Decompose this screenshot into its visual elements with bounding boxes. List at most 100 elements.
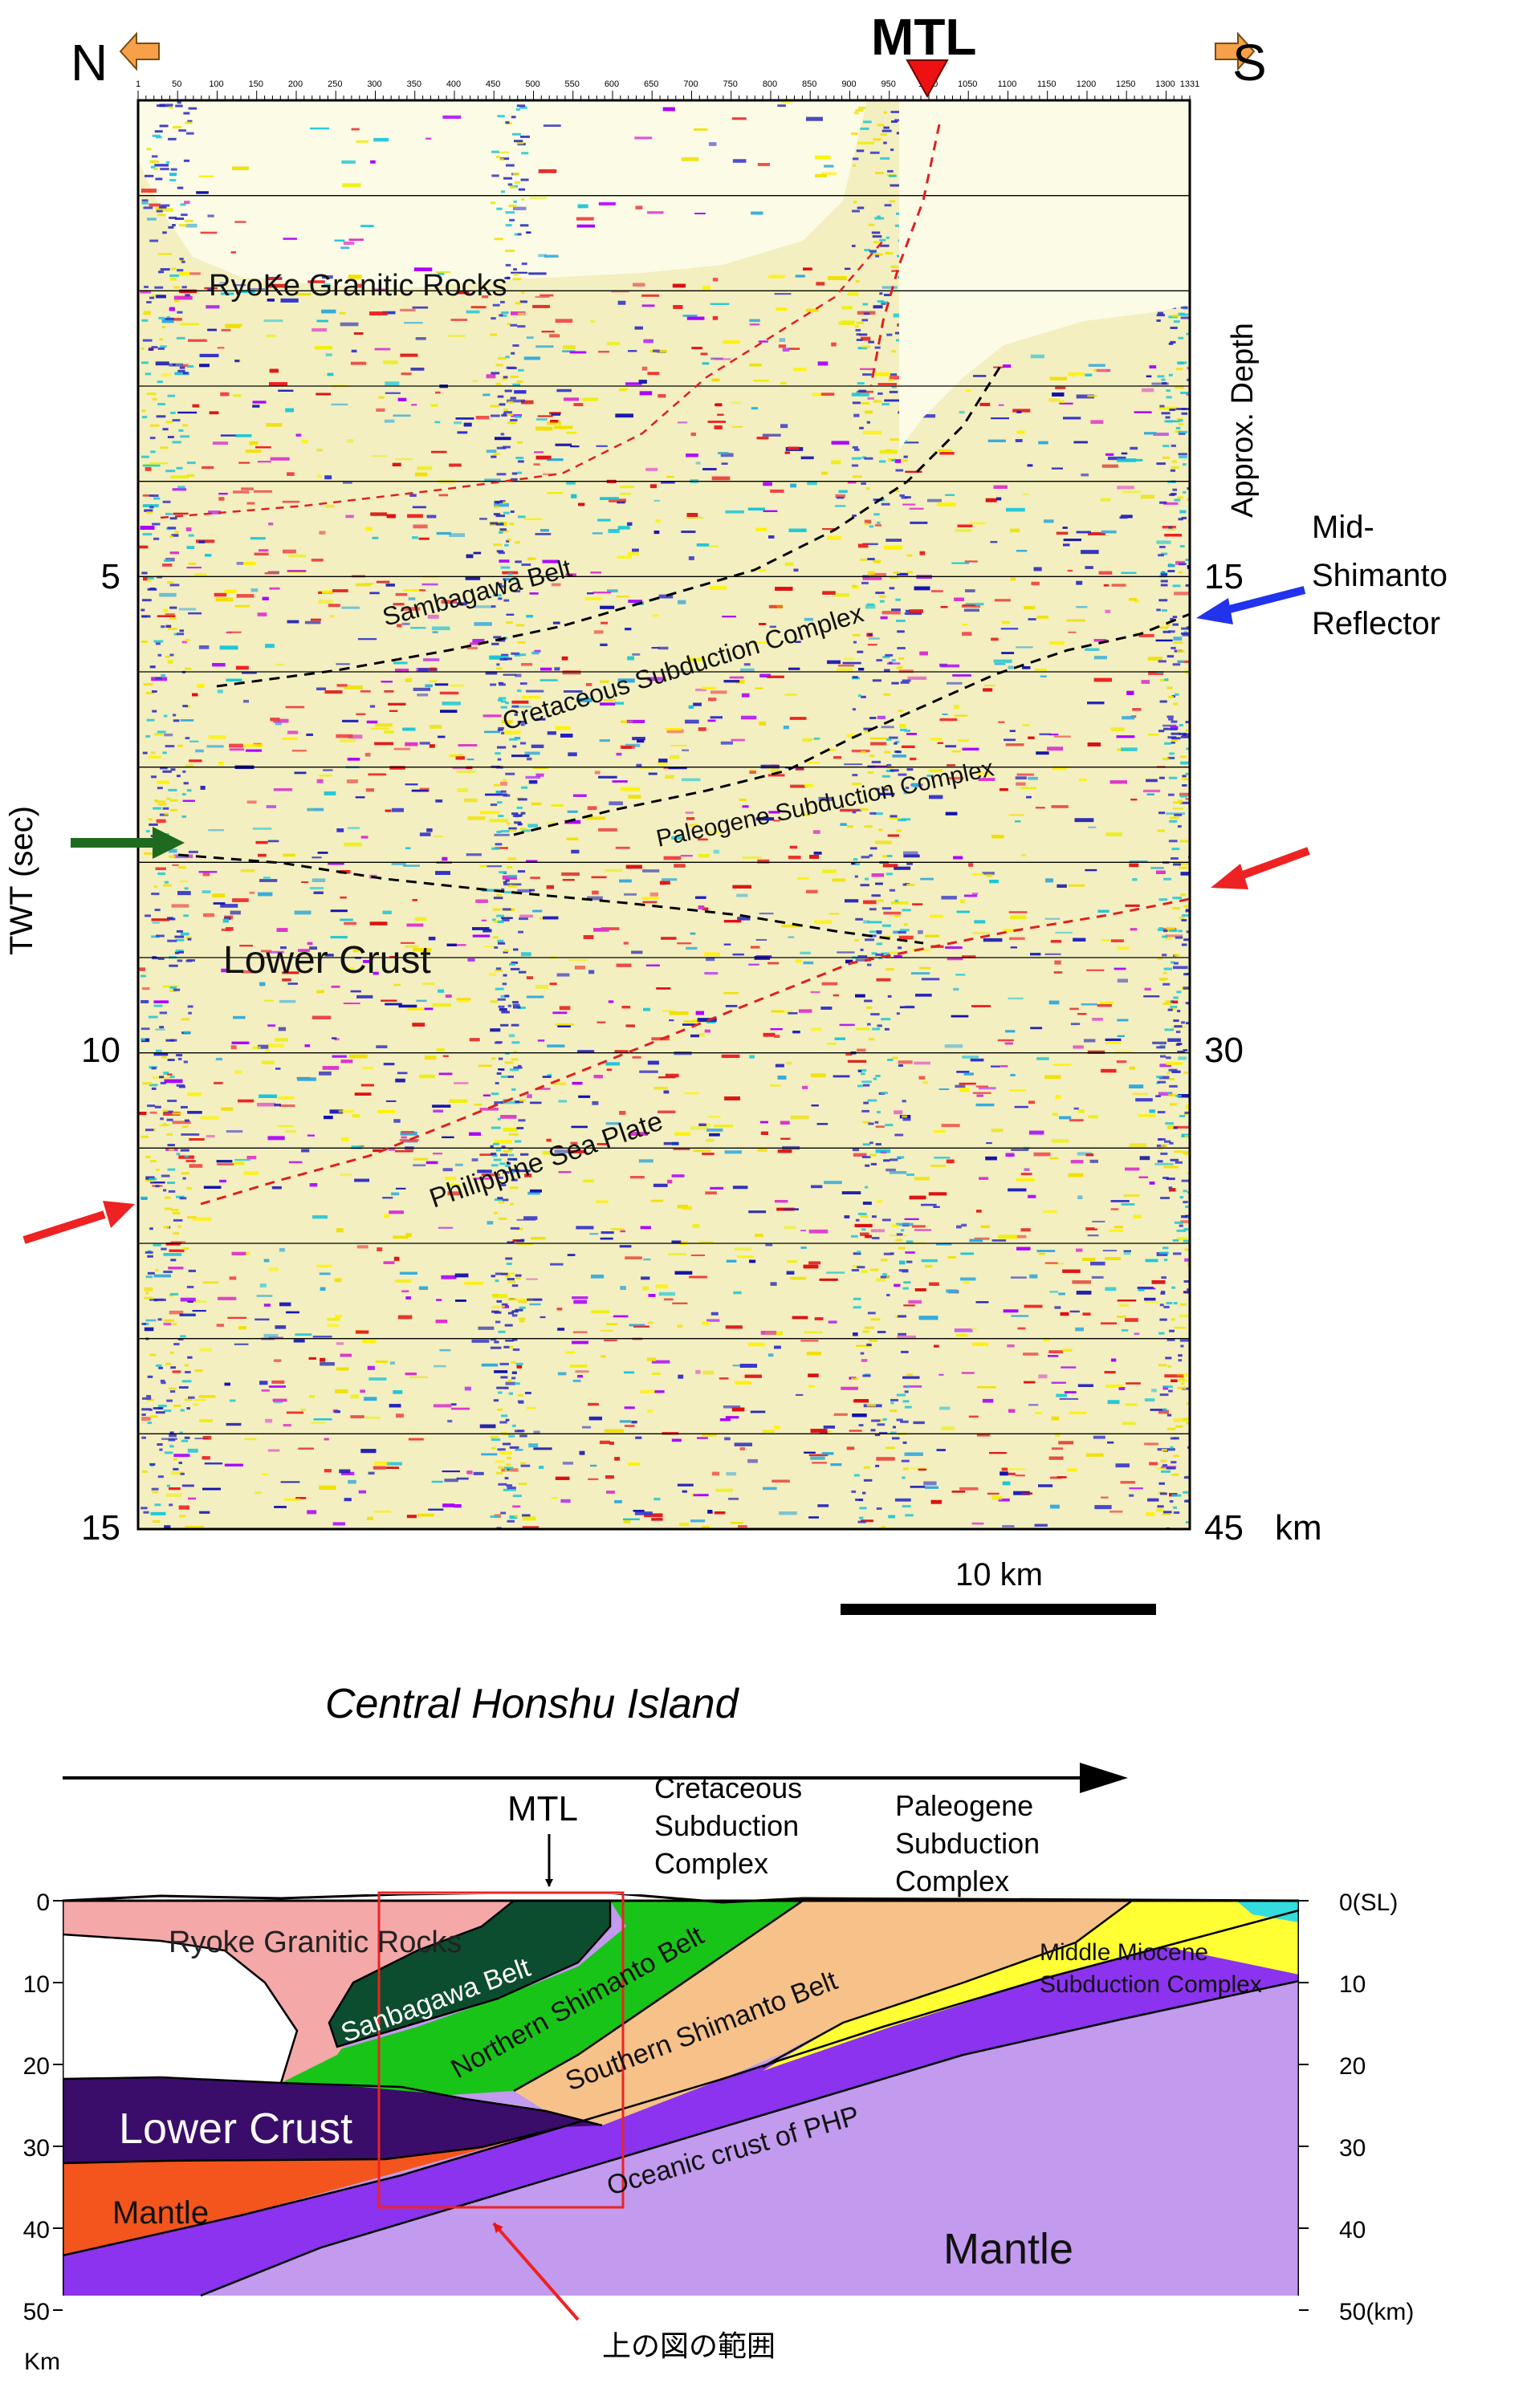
wiggle-mark — [169, 274, 179, 277]
wiggle-mark — [922, 1080, 928, 1084]
wiggle-mark — [962, 955, 976, 958]
wiggle-mark — [144, 286, 149, 288]
wiggle-mark — [946, 1159, 955, 1164]
wiggle-mark — [163, 1112, 181, 1116]
wiggle-mark — [393, 983, 401, 986]
wiggle-mark — [160, 345, 167, 348]
wiggle-mark — [526, 336, 534, 340]
wiggle-mark — [1166, 812, 1185, 816]
wiggle-mark — [142, 494, 153, 497]
wiggle-mark — [614, 1457, 621, 1461]
wiggle-mark — [180, 203, 186, 206]
wiggle-mark — [295, 293, 311, 296]
wiggle-mark — [769, 1084, 781, 1087]
wiggle-mark — [877, 715, 886, 719]
wiggle-mark — [844, 657, 855, 661]
wiggle-mark — [512, 206, 527, 210]
wiggle-mark — [466, 766, 473, 769]
wiggle-mark — [593, 630, 604, 634]
wiggle-mark — [1144, 1300, 1159, 1304]
wiggle-mark — [804, 1451, 816, 1454]
wiggle-mark — [894, 1498, 911, 1502]
wiggle-mark — [817, 1504, 829, 1507]
wiggle-mark — [164, 1525, 171, 1528]
wiggle-mark — [413, 948, 432, 952]
wiggle-mark — [484, 946, 495, 948]
wiggle-mark — [417, 466, 433, 470]
wiggle-mark — [252, 401, 267, 404]
wiggle-mark — [217, 689, 223, 694]
wiggle-mark — [344, 921, 356, 925]
wiggle-mark — [881, 611, 901, 615]
wiggle-mark — [203, 913, 214, 917]
wiggle-mark — [869, 737, 887, 740]
wiggle-mark — [748, 1210, 767, 1214]
wiggle-mark — [620, 486, 634, 489]
wiggle-mark — [897, 572, 909, 576]
wiggle-mark — [391, 862, 406, 865]
wiggle-mark — [351, 349, 357, 353]
wiggle-mark — [1138, 1288, 1145, 1291]
wiggle-mark — [150, 1182, 165, 1184]
wiggle-mark — [600, 643, 608, 646]
seismic-wiggles — [138, 101, 1190, 1529]
wiggle-mark — [894, 1283, 901, 1287]
wiggle-mark — [475, 416, 490, 420]
wiggle-mark — [1122, 490, 1142, 494]
wiggle-mark — [870, 742, 887, 746]
wiggle-mark — [780, 424, 788, 429]
wiggle-mark — [255, 446, 271, 449]
wiggle-mark — [715, 403, 723, 406]
wiggle-mark — [322, 1066, 340, 1070]
wiggle-mark — [172, 1370, 181, 1373]
wiggle-mark — [879, 792, 895, 795]
wiggle-mark — [1144, 1398, 1155, 1402]
wiggle-mark — [1105, 1287, 1117, 1291]
wiggle-mark — [182, 364, 189, 367]
wiggle-mark — [1021, 1492, 1032, 1495]
wiggle-mark — [570, 1141, 578, 1145]
wiggle-mark — [145, 1319, 157, 1322]
wiggle-mark — [169, 1148, 174, 1151]
wiggle-mark — [535, 345, 554, 348]
wiggle-mark — [1145, 1259, 1158, 1263]
wiggle-mark — [182, 372, 189, 375]
wiggle-mark — [662, 107, 675, 112]
wiggle-mark — [1073, 441, 1088, 444]
wiggle-mark — [1149, 365, 1157, 369]
wiggle-mark — [647, 677, 665, 681]
wiggle-mark — [1007, 1344, 1015, 1348]
wiggle-mark — [1077, 1384, 1093, 1387]
wiggle-mark — [810, 1429, 828, 1433]
wiggle-mark — [230, 251, 236, 254]
wiggle-mark — [481, 889, 500, 892]
wiggle-mark — [385, 1100, 397, 1102]
wiggle-mark — [156, 415, 166, 418]
wiggle-mark — [1052, 1112, 1058, 1117]
wiggle-mark — [176, 466, 183, 470]
wiggle-mark — [628, 350, 637, 352]
wiggle-mark — [557, 1328, 565, 1331]
wiggle-mark — [275, 1038, 288, 1042]
wiggle-mark — [1033, 567, 1042, 571]
wiggle-mark — [181, 286, 187, 289]
wiggle-mark — [818, 796, 833, 801]
wiggle-mark — [189, 740, 199, 742]
wiggle-mark — [1051, 1416, 1060, 1421]
wiggle-mark — [821, 471, 828, 475]
wiggle-mark — [907, 676, 927, 680]
wiggle-mark — [224, 1463, 243, 1466]
wiggle-mark — [197, 684, 205, 688]
wiggle-mark — [311, 878, 326, 882]
wiggle-mark — [514, 737, 521, 740]
wiggle-mark — [862, 576, 882, 580]
wiggle-mark — [186, 789, 192, 792]
wiggle-mark — [269, 382, 287, 386]
wiggle-mark — [525, 775, 541, 779]
wiggle-mark — [1110, 1208, 1119, 1210]
wiggle-mark — [672, 283, 686, 288]
wiggle-mark — [466, 310, 480, 314]
wiggle-mark — [1036, 616, 1048, 619]
wiggle-mark — [181, 1439, 189, 1442]
wiggle-mark — [624, 1425, 635, 1427]
